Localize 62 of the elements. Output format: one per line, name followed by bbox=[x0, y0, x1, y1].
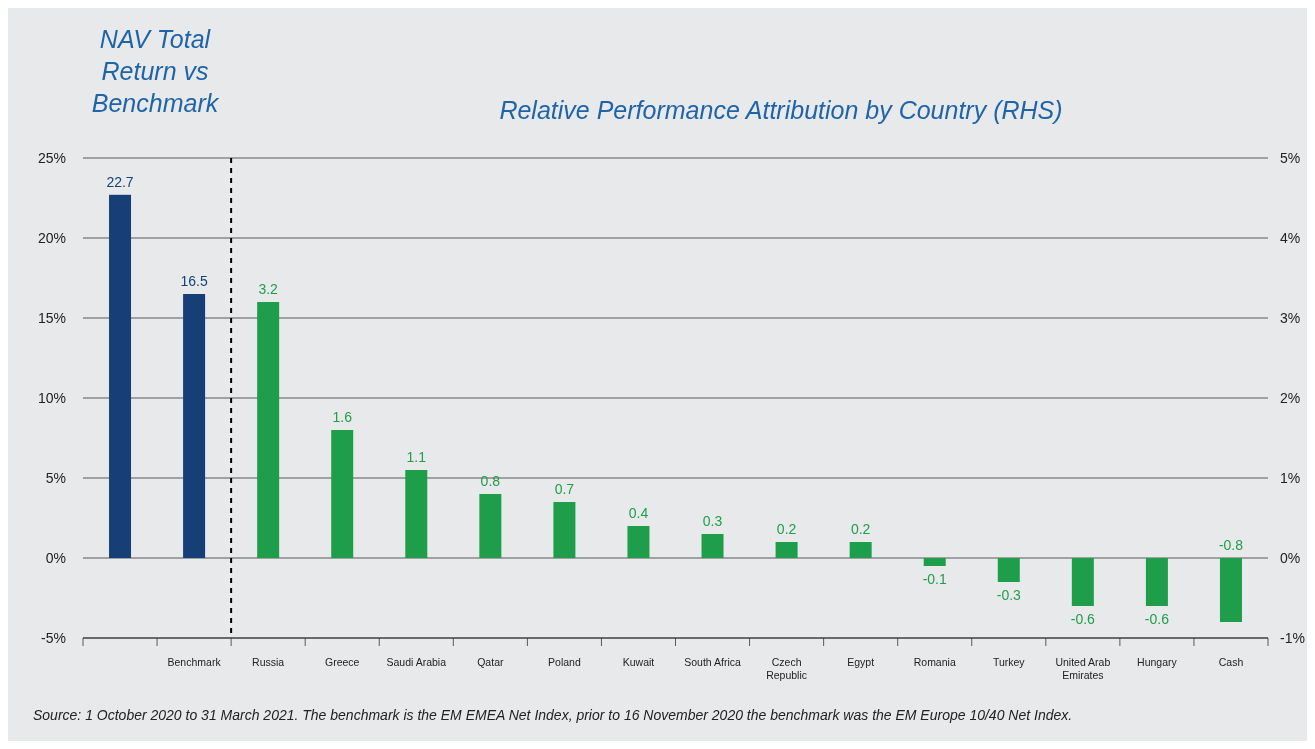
x-tick-label: Greece bbox=[325, 656, 360, 668]
y2-tick-label: 2% bbox=[1280, 389, 1301, 406]
y2-tick-label: 5% bbox=[1280, 149, 1301, 166]
bar bbox=[331, 430, 354, 558]
y2-tick-label: -1% bbox=[1280, 629, 1305, 646]
y-tick-label: 25% bbox=[37, 149, 66, 166]
y-tick-label: 5% bbox=[45, 469, 66, 486]
data-label: -0.6 bbox=[1070, 611, 1096, 627]
y-tick-label: 15% bbox=[37, 309, 66, 326]
data-label: 0.7 bbox=[554, 481, 575, 497]
data-label: -0.6 bbox=[1144, 611, 1170, 627]
bar bbox=[997, 558, 1020, 582]
data-label: 22.7 bbox=[106, 173, 134, 190]
data-label: 3.2 bbox=[258, 281, 279, 297]
x-tick-label: United Arab Emirates bbox=[1055, 656, 1111, 681]
data-label: 0.2 bbox=[850, 521, 871, 537]
x-tick-label: Qatar bbox=[477, 656, 504, 668]
bar bbox=[775, 542, 798, 558]
y2-tick-label: 4% bbox=[1280, 229, 1301, 246]
bar bbox=[849, 542, 872, 558]
data-label: 16.5 bbox=[180, 273, 208, 289]
bar bbox=[405, 470, 428, 558]
x-tick-label: Czech Republic bbox=[766, 656, 808, 681]
data-label: 1.6 bbox=[332, 409, 353, 425]
y-tick-label: 0% bbox=[45, 549, 66, 566]
data-label: 0.8 bbox=[480, 473, 501, 489]
data-label: 0.4 bbox=[628, 505, 649, 521]
y2-tick-label: 3% bbox=[1280, 309, 1301, 326]
data-label: -0.1 bbox=[922, 571, 947, 587]
x-tick-label: South Africa bbox=[684, 656, 741, 668]
bar bbox=[1219, 558, 1242, 622]
x-tick-label: Poland bbox=[548, 656, 581, 668]
bar bbox=[1071, 558, 1094, 606]
chart-subtitle: Relative Performance Attribution by Country (RHS) bbox=[499, 96, 1063, 124]
y-tick-label: -5% bbox=[41, 629, 66, 646]
y2-tick-label: 1% bbox=[1280, 469, 1301, 486]
bar bbox=[923, 558, 946, 566]
x-tick-label: Romania bbox=[913, 656, 956, 668]
x-tick-label: Kuwait bbox=[622, 656, 655, 668]
y2-tick-label: 0% bbox=[1280, 549, 1301, 566]
y-tick-label: 20% bbox=[37, 229, 66, 246]
chart-title: NAV Total Return vs Benchmark bbox=[91, 25, 220, 117]
x-tick-label: Turkey bbox=[992, 656, 1026, 668]
x-tick-label: Hungary bbox=[1137, 656, 1178, 668]
bar bbox=[553, 502, 576, 558]
data-label: -0.3 bbox=[996, 587, 1022, 603]
data-label: -0.8 bbox=[1218, 537, 1244, 553]
x-tick-label: Cash bbox=[1218, 656, 1244, 668]
data-label: 1.1 bbox=[406, 449, 427, 465]
data-label: 0.3 bbox=[702, 513, 723, 529]
x-tick-label: Egypt bbox=[847, 656, 875, 668]
x-tick-label: Russia bbox=[252, 656, 285, 668]
bar bbox=[701, 534, 724, 558]
x-tick-label: Saudi Arabia bbox=[386, 656, 447, 668]
data-label: 0.2 bbox=[776, 521, 797, 537]
bar bbox=[479, 494, 502, 558]
bar bbox=[1145, 558, 1168, 606]
y-tick-label: 10% bbox=[37, 389, 66, 406]
bar bbox=[257, 302, 280, 558]
bar bbox=[627, 526, 650, 558]
source-note: Source: 1 October 2020 to 31 March 2021. The benchmark is the EM EMEA Net Index, prior to 16 November 2020 the benchmark was the EM Europe 10/40 Net Index. bbox=[33, 707, 1073, 723]
x-tick-label: Benchmark bbox=[167, 656, 222, 668]
